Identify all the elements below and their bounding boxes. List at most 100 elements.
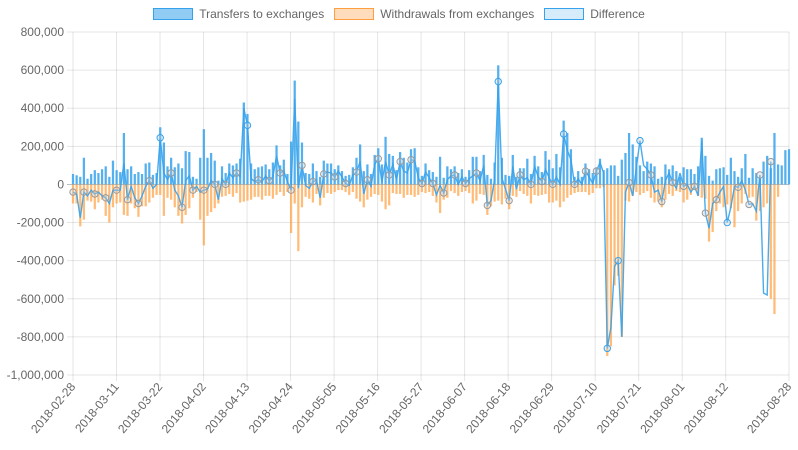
bar-transfers: [497, 65, 500, 185]
bar-withdrawals: [271, 184, 275, 199]
bar-transfers: [173, 167, 176, 185]
y-tick-label: 400,000: [21, 101, 65, 115]
bar-transfers: [126, 169, 129, 185]
bar-withdrawals: [646, 184, 649, 192]
point-difference: [505, 196, 513, 205]
bar-withdrawals: [300, 184, 304, 208]
bar-withdrawals: [293, 184, 296, 204]
bar-transfers: [664, 164, 667, 185]
x-tick-label: 2018-08-28: [744, 380, 794, 436]
y-tick-label: -600,000: [17, 292, 65, 306]
bar-transfers: [631, 144, 634, 185]
bar-transfers: [620, 159, 623, 185]
bar-transfers: [438, 156, 442, 185]
point-difference: [690, 182, 699, 191]
legend-item-withdrawals[interactable]: Withdrawals from exchanges: [334, 7, 534, 21]
bar-transfers: [308, 173, 311, 185]
bar-withdrawals: [79, 184, 82, 227]
bar-transfers: [391, 155, 394, 185]
bar-transfers: [119, 172, 122, 185]
bar-withdrawals: [257, 184, 260, 197]
bar-transfers: [217, 180, 220, 185]
bar-withdrawals: [678, 184, 682, 193]
bar-transfers: [268, 169, 271, 185]
bar-withdrawals: [769, 184, 772, 299]
point-difference: [330, 173, 339, 181]
bar-transfers: [627, 132, 631, 185]
bar-withdrawals: [733, 184, 736, 228]
point-difference: [723, 218, 731, 227]
bar-withdrawals: [242, 184, 245, 202]
bar-transfers: [300, 142, 304, 185]
point-difference: [145, 176, 154, 185]
bar-withdrawals: [159, 184, 162, 195]
bar-transfers: [104, 166, 107, 185]
bar-transfers: [675, 171, 678, 185]
bar-withdrawals: [595, 184, 598, 189]
point-difference: [614, 256, 622, 265]
bar-withdrawals: [228, 184, 231, 194]
bar-withdrawals: [569, 184, 573, 195]
bar-withdrawals: [249, 184, 253, 200]
bar-transfers: [97, 173, 100, 185]
bar-withdrawals: [173, 184, 176, 208]
bar-withdrawals: [384, 184, 387, 210]
point-difference: [189, 186, 197, 194]
bar-transfers: [580, 176, 583, 185]
point-difference: [701, 209, 710, 217]
bar-transfers: [90, 173, 93, 185]
bar-withdrawals: [130, 184, 133, 204]
bar-withdrawals: [428, 184, 431, 193]
bar-transfers: [733, 171, 736, 185]
bar-withdrawals: [740, 184, 743, 204]
point-difference: [625, 178, 633, 187]
bar-withdrawals: [166, 184, 169, 198]
bar-withdrawals: [71, 184, 75, 204]
bar-transfers: [569, 149, 573, 185]
point-difference: [450, 171, 459, 179]
bar-transfers: [264, 164, 267, 185]
bar-withdrawals: [213, 184, 216, 209]
bar-transfers: [489, 178, 493, 185]
bar-withdrawals: [671, 184, 674, 196]
bar-transfers: [766, 155, 769, 185]
bar-transfers: [435, 176, 438, 185]
bar-transfers: [279, 165, 282, 185]
bar-withdrawals: [406, 184, 409, 195]
bar-withdrawals: [649, 184, 653, 198]
bar-transfers: [657, 178, 660, 185]
bar-transfers: [231, 165, 235, 185]
bar-transfers: [547, 159, 551, 185]
bar-transfers: [115, 170, 118, 185]
legend-item-difference[interactable]: Difference: [544, 7, 645, 21]
bar-transfers: [311, 163, 315, 185]
bar-transfers: [617, 175, 620, 185]
point-difference: [418, 179, 426, 188]
bar-withdrawals: [282, 184, 285, 196]
bar-transfers: [366, 164, 369, 185]
bar-withdrawals: [573, 184, 576, 194]
bar-transfers: [398, 152, 402, 185]
legend-item-transfers[interactable]: Transfers to exchanges: [153, 7, 324, 21]
bar-transfers: [529, 173, 533, 185]
point-difference: [243, 121, 252, 130]
bar-withdrawals: [493, 184, 496, 202]
bar-transfers: [686, 169, 689, 185]
bar-transfers: [304, 173, 307, 185]
bar-withdrawals: [220, 184, 224, 197]
point-difference: [167, 169, 175, 177]
bar-transfers: [380, 164, 384, 185]
bar-transfers: [75, 175, 78, 185]
bar-withdrawals: [362, 184, 365, 208]
bar-withdrawals: [529, 184, 533, 204]
point-difference: [429, 179, 437, 188]
bar-withdrawals: [413, 184, 416, 197]
bar-transfers: [384, 136, 387, 185]
bar-withdrawals: [635, 184, 638, 193]
bar-withdrawals: [104, 184, 107, 216]
bar-transfers: [715, 169, 718, 185]
x-tick-label: 2018-02-28: [28, 380, 78, 436]
bar-transfers: [409, 149, 413, 185]
bar-withdrawals: [308, 184, 311, 199]
point-difference: [407, 155, 415, 164]
